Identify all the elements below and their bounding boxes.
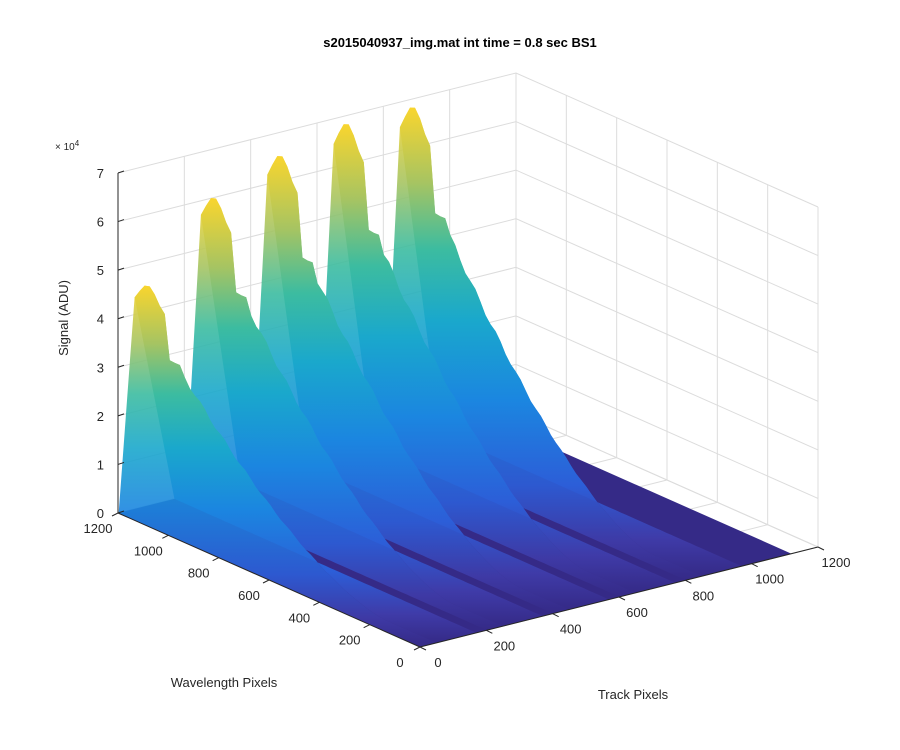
- z-tick-label: 4: [97, 312, 104, 327]
- wall-grid-line: [117, 72, 819, 208]
- wall-grid-line: [117, 169, 819, 305]
- x-tick-label: 600: [626, 605, 648, 620]
- x-tick-label: 400: [560, 622, 582, 637]
- z-tick-label: 2: [97, 409, 104, 424]
- z-tick-label: 6: [97, 215, 104, 230]
- z-tick-label: 5: [97, 263, 104, 278]
- y-tick: [212, 557, 219, 562]
- z-tick: [117, 413, 125, 417]
- y-axis-label: Wavelength Pixels: [171, 675, 278, 690]
- tick-labels: 0200400600800100012000200400600800100012…: [84, 166, 851, 670]
- y-tick-label: 0: [396, 655, 403, 670]
- z-tick: [117, 510, 125, 514]
- x-tick-label: 200: [493, 638, 515, 653]
- surface: [118, 107, 792, 647]
- x-tick: [552, 613, 559, 618]
- axes: [111, 170, 825, 651]
- x-tick-label: 1000: [755, 572, 784, 587]
- ridge-front-face: [118, 285, 437, 647]
- x-tick: [618, 596, 626, 601]
- wall-grid-line: [117, 218, 819, 354]
- z-exponent-power: 4: [75, 139, 80, 148]
- z-tick: [117, 219, 125, 223]
- y-tick-label: 600: [238, 588, 260, 603]
- y-tick-label: 1200: [84, 521, 113, 536]
- x-axis-label: Track Pixels: [598, 687, 669, 702]
- y-tick: [262, 579, 270, 584]
- x-tick-label: 0: [434, 655, 441, 670]
- z-exponent-label: × 104: [55, 139, 80, 153]
- x-tick: [685, 579, 692, 584]
- signal-ridge: [118, 285, 477, 647]
- x-tick: [751, 563, 758, 568]
- z-tick-label: 1: [97, 457, 104, 472]
- x-tick-label: 1200: [822, 555, 851, 570]
- z-tick-label: 0: [97, 506, 104, 521]
- z-tick: [117, 316, 125, 320]
- z-tick: [117, 267, 125, 271]
- wall-grid-line: [117, 121, 819, 257]
- y-tick: [313, 601, 320, 606]
- x-tick-label: 800: [692, 588, 714, 603]
- y-tick-label: 400: [288, 610, 310, 625]
- z-tick-label: 3: [97, 360, 104, 375]
- y-tick-label: 1000: [134, 543, 163, 558]
- chart-title: s2015040937_img.mat int time = 0.8 sec B…: [323, 35, 597, 50]
- y-tick: [363, 624, 370, 629]
- y-tick-label: 800: [188, 566, 210, 581]
- z-tick: [117, 170, 125, 174]
- z-tick: [117, 364, 125, 368]
- z-tick-label: 7: [97, 166, 104, 181]
- y-tick: [111, 512, 119, 517]
- x-tick: [486, 629, 493, 634]
- x-tick: [419, 646, 427, 651]
- y-tick: [413, 646, 421, 651]
- x-tick: [817, 546, 825, 551]
- y-tick-label: 200: [339, 633, 361, 648]
- z-exponent-base: × 10: [55, 142, 75, 153]
- z-tick: [117, 461, 125, 465]
- y-tick: [162, 534, 169, 539]
- z-axis-label: Signal (ADU): [56, 280, 71, 356]
